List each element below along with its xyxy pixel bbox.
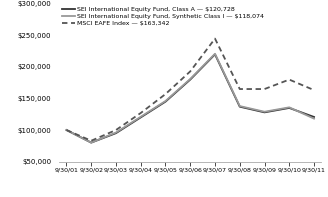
SEI International Equity Fund, Synthetic Class I — $118,074 (114, 131, 118, 134)
SEI International Equity Fund, Synthetic Class I — $118,074 (262, 111, 266, 113)
SEI International Equity Fund, Class A — $120,728 (114, 132, 118, 134)
MSCI EAFE Index — $163,342 (213, 37, 217, 40)
SEI International Equity Fund, Synthetic Class I — $118,074 (213, 53, 217, 55)
Legend: SEI International Equity Fund, Class A — $120,728, SEI International Equity Fund: SEI International Equity Fund, Class A —… (62, 7, 264, 26)
MSCI EAFE Index — $163,342 (238, 88, 242, 90)
SEI International Equity Fund, Synthetic Class I — $118,074 (312, 117, 316, 120)
Line: MSCI EAFE Index — $163,342: MSCI EAFE Index — $163,342 (67, 39, 314, 141)
SEI International Equity Fund, Class A — $120,728 (238, 106, 242, 108)
Line: SEI International Equity Fund, Class A — $120,728: SEI International Equity Fund, Class A —… (67, 54, 314, 143)
Line: SEI International Equity Fund, Synthetic Class I — $118,074: SEI International Equity Fund, Synthetic… (67, 54, 314, 143)
MSCI EAFE Index — $163,342 (287, 78, 291, 81)
SEI International Equity Fund, Class A — $120,728 (139, 116, 143, 119)
SEI International Equity Fund, Synthetic Class I — $118,074 (164, 100, 168, 102)
SEI International Equity Fund, Synthetic Class I — $118,074 (287, 106, 291, 109)
SEI International Equity Fund, Class A — $120,728 (89, 141, 93, 144)
SEI International Equity Fund, Class A — $120,728 (65, 129, 69, 131)
SEI International Equity Fund, Class A — $120,728 (164, 100, 168, 103)
SEI International Equity Fund, Class A — $120,728 (262, 111, 266, 113)
MSCI EAFE Index — $163,342 (89, 139, 93, 142)
MSCI EAFE Index — $163,342 (114, 129, 118, 131)
SEI International Equity Fund, Class A — $120,728 (312, 116, 316, 118)
MSCI EAFE Index — $163,342 (164, 93, 168, 95)
SEI International Equity Fund, Class A — $120,728 (213, 53, 217, 56)
MSCI EAFE Index — $163,342 (312, 89, 316, 91)
SEI International Equity Fund, Class A — $120,728 (188, 78, 192, 81)
MSCI EAFE Index — $163,342 (188, 70, 192, 72)
SEI International Equity Fund, Class A — $120,728 (287, 107, 291, 109)
SEI International Equity Fund, Synthetic Class I — $118,074 (188, 78, 192, 80)
SEI International Equity Fund, Synthetic Class I — $118,074 (238, 105, 242, 107)
MSCI EAFE Index — $163,342 (65, 129, 69, 131)
SEI International Equity Fund, Synthetic Class I — $118,074 (139, 116, 143, 118)
SEI International Equity Fund, Synthetic Class I — $118,074 (89, 141, 93, 144)
MSCI EAFE Index — $163,342 (139, 112, 143, 114)
SEI International Equity Fund, Synthetic Class I — $118,074 (65, 129, 69, 131)
MSCI EAFE Index — $163,342 (262, 88, 266, 90)
